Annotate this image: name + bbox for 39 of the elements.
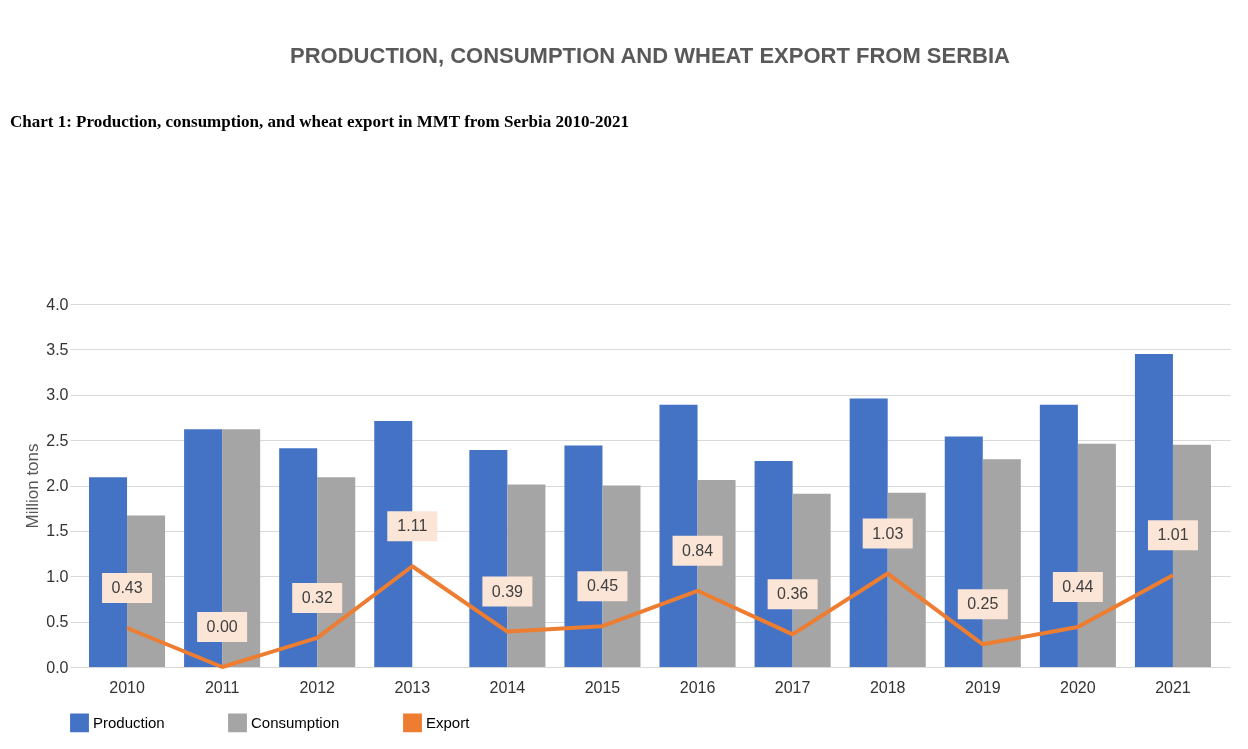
y-tick-label: 2.5 <box>46 431 69 449</box>
y-tick-label: 2.0 <box>46 477 69 494</box>
caption: Chart 1: Production, consumption, and wheat export in MMT from Serbia 2010-2021 <box>10 112 630 131</box>
x-tick-label: 2012 <box>299 678 336 696</box>
y-tick-label: 1.5 <box>46 522 69 540</box>
x-tick-label: 2019 <box>964 678 1001 696</box>
x-tick-label: 2017 <box>774 678 811 696</box>
y-tick-label: 3.5 <box>46 340 69 358</box>
legend-label: Export <box>426 713 471 731</box>
legend-label: Consumption <box>251 713 340 731</box>
data-label: 0.84 <box>681 541 714 559</box>
data-label: 0.32 <box>301 588 333 606</box>
x-tick-label: 2014 <box>489 678 526 696</box>
data-label: 0.39 <box>491 582 524 600</box>
y-tick-label: 0.5 <box>46 613 69 631</box>
y-tick-label: 3.0 <box>46 386 69 404</box>
x-tick-label: 2021 <box>1155 678 1191 696</box>
chart-title: PRODUCTION, CONSUMPTION AND WHEAT EXPORT FROM SERBIA <box>290 43 1011 68</box>
x-tick-label: 2011 <box>204 678 240 696</box>
data-label: 0.44 <box>1062 578 1094 596</box>
x-tick-label: 2013 <box>394 678 431 696</box>
data-label: 1.11 <box>397 517 428 535</box>
data-label: 0.00 <box>206 618 238 635</box>
x-tick-label: 2010 <box>109 678 145 696</box>
x-tick-label: 2020 <box>1060 678 1096 696</box>
y-tick-label: 1.0 <box>46 567 69 585</box>
x-tick-label: 2015 <box>584 678 621 696</box>
y-tick-label: 0.0 <box>46 658 69 676</box>
data-label: 0.36 <box>777 585 809 603</box>
data-label: 0.43 <box>111 578 143 596</box>
data-label: 0.45 <box>586 577 619 595</box>
data-label: 0.25 <box>967 595 999 613</box>
data-label: 1.03 <box>872 524 904 542</box>
x-tick-label: 2018 <box>869 678 906 696</box>
legend-label: Production <box>93 713 165 731</box>
data-label: 1.01 <box>1157 526 1189 544</box>
y-axis-title: Million tons <box>23 443 43 529</box>
x-tick-label: 2016 <box>679 678 716 696</box>
y-tick-label: 4.0 <box>46 295 69 313</box>
